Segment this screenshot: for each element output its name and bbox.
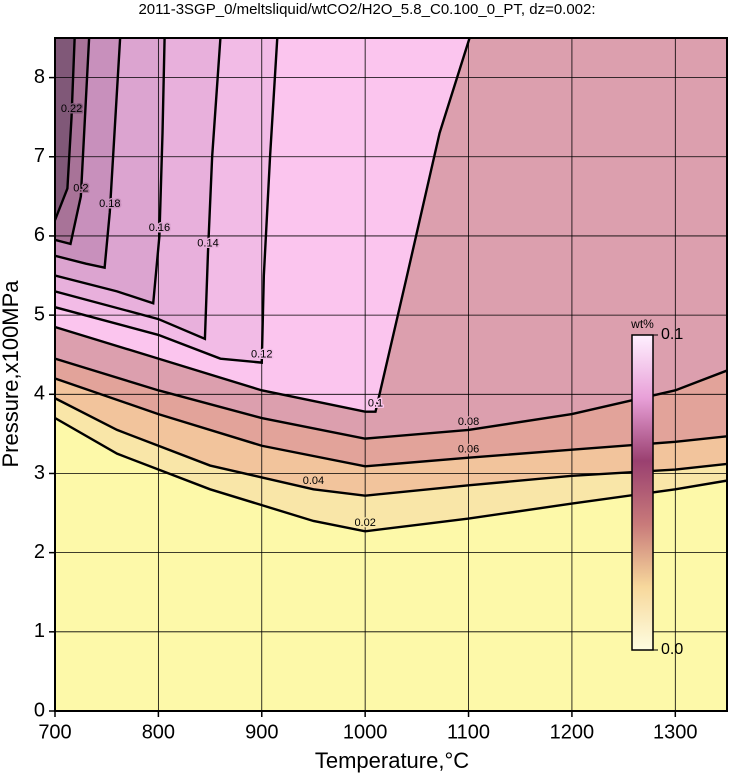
contour-label: 0.06 [458,444,479,456]
x-tick-label: 1000 [343,721,388,743]
contour-line [55,38,471,413]
colorbar-label: wt% [630,317,654,331]
contour-line [55,38,166,305]
contour-line [55,38,91,246]
x-axis-label: Temperature,°C [315,748,469,773]
contour-label: 0.04 [303,475,324,487]
contour-line [55,38,76,221]
x-tick-label: 800 [142,721,175,743]
y-tick-label: 7 [34,145,45,167]
y-tick-label: 0 [34,699,45,721]
y-tick-label: 5 [34,303,45,325]
y-tick-label: 1 [34,620,45,642]
contour-label: 0.02 [354,517,375,529]
contour-line [55,417,727,533]
label-layer: 0.02 0.04 0.06 0.08 0.1 0.12 0.14 0.16 0.18 0.2 0.… [59,102,480,531]
x-tick-label: 1100 [447,721,490,743]
contour-label: 0.08 [458,416,479,428]
y-tick-label: 6 [34,224,45,246]
contour-label: 0.1 [368,398,383,410]
contour-label: 0.18 [99,198,120,210]
contour-label: 0.16 [149,222,170,234]
contour-line [55,397,727,497]
level-region [55,38,75,221]
contour-label: 0.2 [73,182,88,194]
contour-line [55,38,222,341]
contour-line [55,38,122,270]
x-tick-label: 700 [38,721,71,743]
contour-label: 0.14 [197,238,218,250]
colorbar-scale [631,334,654,651]
y-tick-label: 4 [34,383,45,405]
colorbar: wt% 0.0 0.1 [630,317,683,658]
chart-title: 2011-3SGP_0/meltsliquid/wtCO2/H2O_5.8_C0… [138,1,595,18]
y-tick-label: 2 [34,541,45,563]
colorbar-tick-label: 0.0 [661,641,683,658]
plot-frame [54,37,728,712]
fill-layer [55,38,727,711]
contour-line [55,38,279,364]
colorbar-tick-label: 0.1 [661,326,683,343]
y-axis-label: Pressure,x100MPa [0,280,23,468]
contour-line [55,357,727,440]
x-tick-label: 1300 [653,721,698,743]
contour-label: 0.12 [251,349,272,361]
contour-line [55,377,727,468]
y-tick-label: 8 [34,66,45,88]
y-tick-label: 3 [34,462,45,484]
x-tick-label: 1200 [550,721,595,743]
x-tick-label: 900 [245,721,278,743]
contour-layer [55,38,727,533]
contour-label: 0.22 [61,103,82,115]
